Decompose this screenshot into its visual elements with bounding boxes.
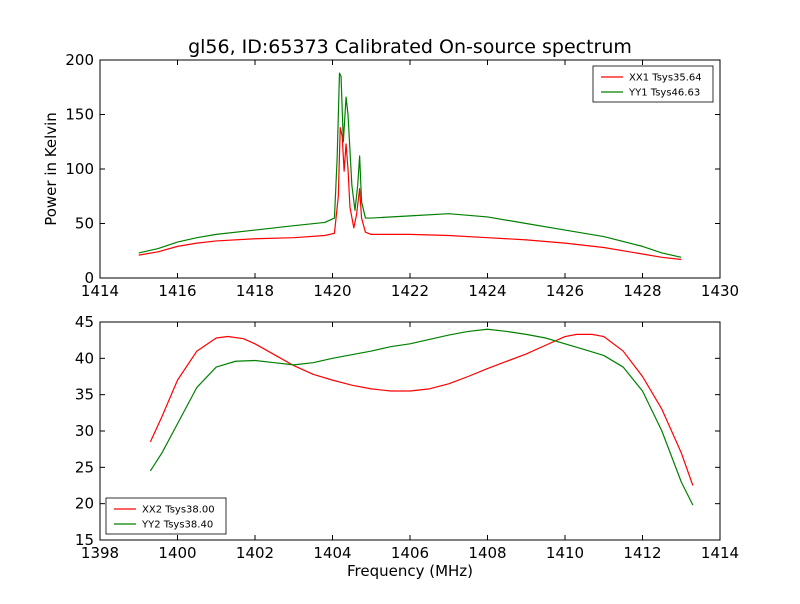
x-tick-label: 1414 xyxy=(81,282,119,300)
x-tick-label: 1428 xyxy=(623,282,661,300)
legend-label: XX1 Tsys35.64 xyxy=(629,73,702,84)
top-spectrum-plot: 1414 1416 1418 1420 1422 1424 1426 1428 1430 0 50 1… xyxy=(65,51,739,300)
series-line-1-0 xyxy=(149,333,694,486)
x-tick-label: 1406 xyxy=(391,544,429,562)
x-tick-label: 1422 xyxy=(391,282,429,300)
x-tick-label: 1420 xyxy=(313,282,351,300)
legend-label: YY1 Tsys46.63 xyxy=(628,88,700,99)
y-tick-label: 40 xyxy=(75,349,94,367)
x-tick-label: 1408 xyxy=(468,544,506,562)
x-tick-label: 1416 xyxy=(158,282,196,300)
legend-box xyxy=(105,497,227,535)
y-tick-label: 30 xyxy=(75,422,94,440)
legend-box xyxy=(592,65,714,103)
x-tick-label: 1430 xyxy=(701,282,739,300)
legend-label: XX2 Tsys38.00 xyxy=(142,505,215,516)
y-tick-label: 200 xyxy=(65,51,94,69)
x-tick-label: 1426 xyxy=(546,282,584,300)
legend-label: YY2 Tsys38.40 xyxy=(141,520,213,531)
y-tick-label: 45 xyxy=(75,313,94,331)
y-axis-label: Power in Kelvin xyxy=(42,112,60,226)
series-line-0-1 xyxy=(138,72,682,258)
y-tick-label: 150 xyxy=(65,106,94,124)
legend: XX1 Tsys35.64 YY1 Tsys46.63 xyxy=(592,65,714,103)
x-tick-label: 1410 xyxy=(546,544,584,562)
y-tick-label: 15 xyxy=(75,531,94,549)
bottom-spectrum-plot: 1398 1400 1402 1404 1406 1408 1410 1412 1414 15 20… xyxy=(75,313,739,562)
x-tick-label: 1398 xyxy=(81,544,119,562)
x-tick-label: 1400 xyxy=(158,544,196,562)
legend: XX2 Tsys38.00 YY2 Tsys38.40 xyxy=(105,497,227,535)
series-line-0-0 xyxy=(138,126,682,261)
x-tick-label: 1404 xyxy=(313,544,351,562)
x-tick-label: 1414 xyxy=(701,544,739,562)
y-tick-label: 35 xyxy=(75,386,94,404)
y-tick-label: 20 xyxy=(75,495,94,513)
y-tick-label: 0 xyxy=(84,269,94,287)
series-line-1-1 xyxy=(149,328,694,506)
x-tick-label: 1424 xyxy=(468,282,506,300)
x-tick-label: 1402 xyxy=(236,544,274,562)
x-tick-label: 1418 xyxy=(236,282,274,300)
y-tick-label: 50 xyxy=(75,215,94,233)
y-tick-label: 100 xyxy=(65,160,94,178)
chart-title: gl56, ID:65373 Calibrated On-source spec… xyxy=(188,36,632,58)
x-axis-label: Frequency (MHz) xyxy=(347,562,473,580)
y-tick-label: 25 xyxy=(75,458,94,476)
x-tick-label: 1412 xyxy=(623,544,661,562)
